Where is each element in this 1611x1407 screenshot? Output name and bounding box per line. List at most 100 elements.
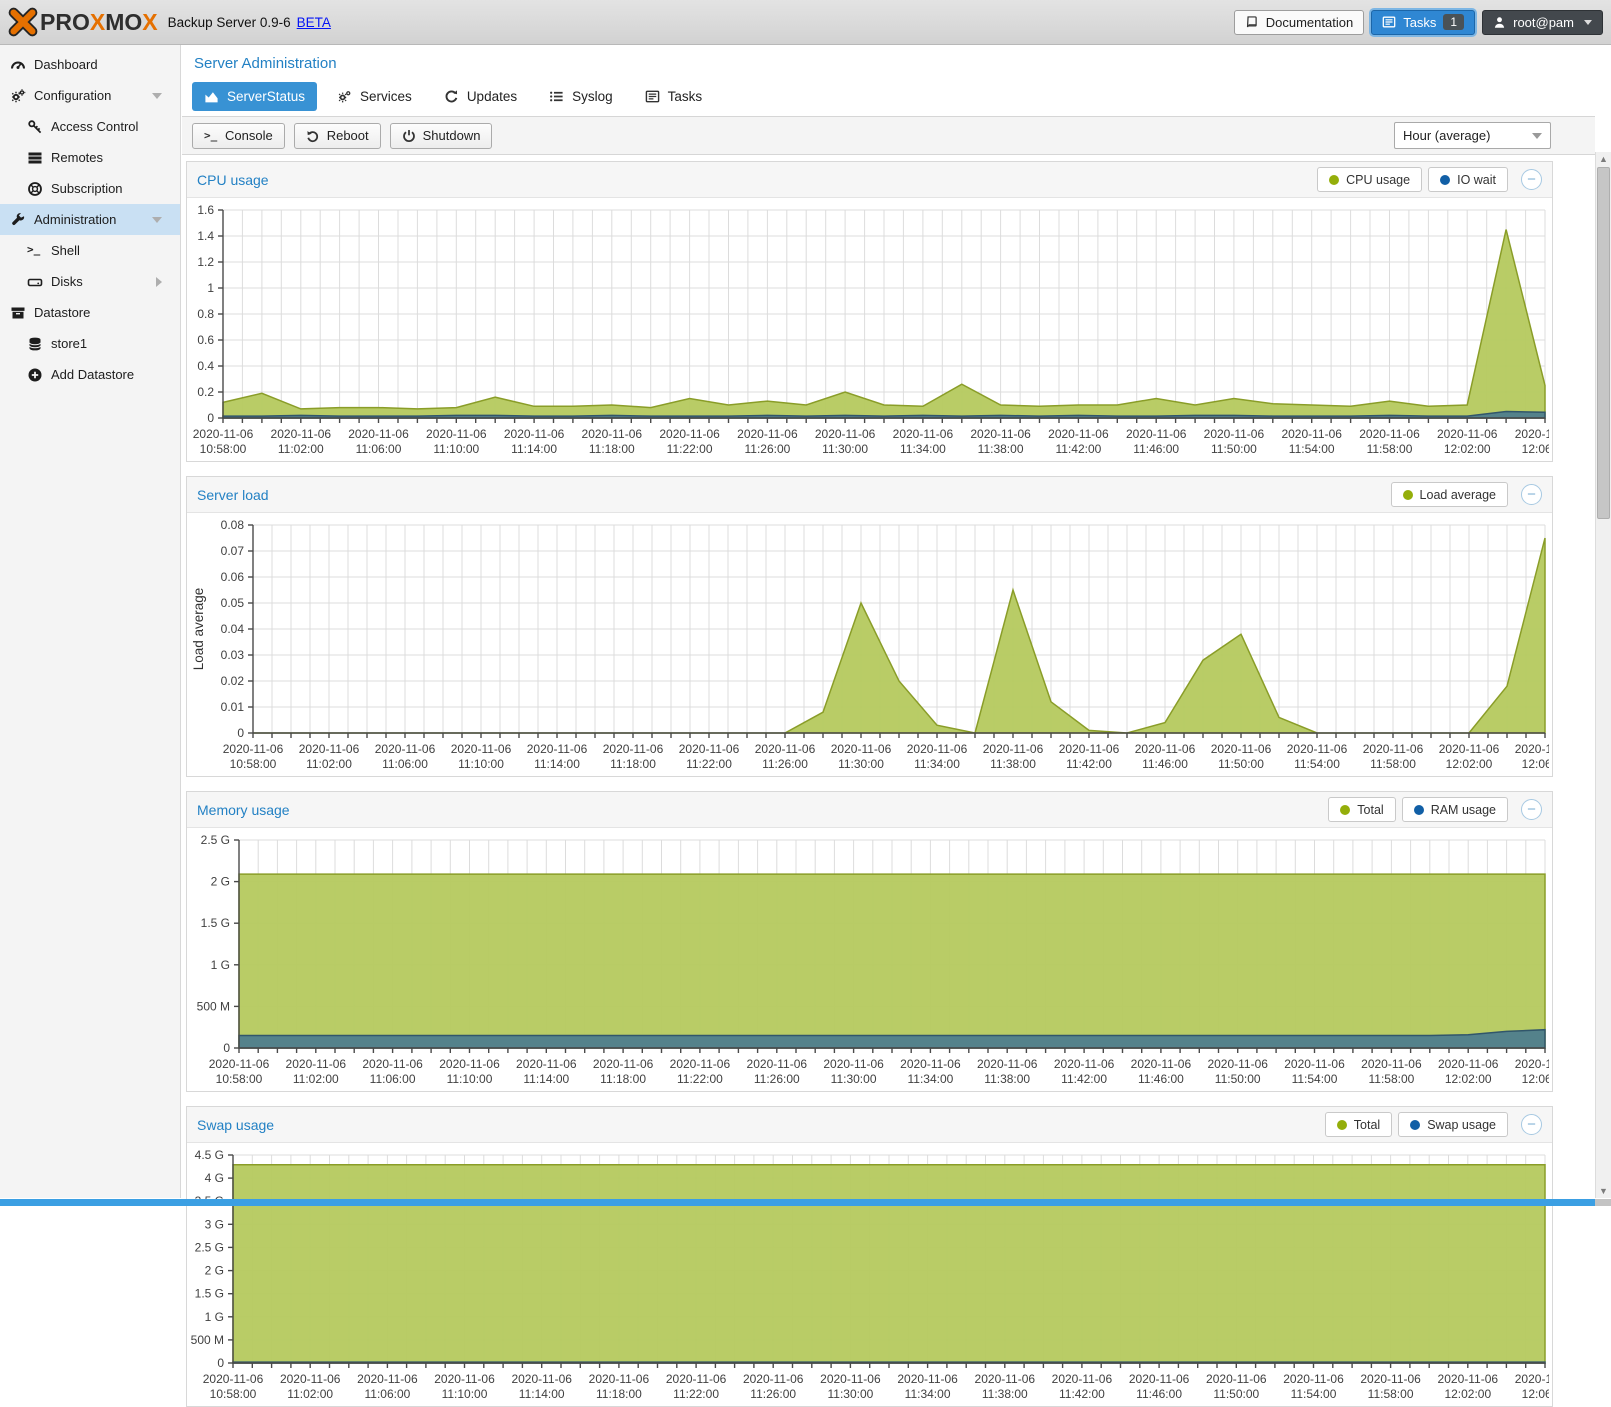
svg-text:11:42:00: 11:42:00 [1061,1072,1107,1086]
collapse-chart-button[interactable]: − [1521,1114,1542,1135]
legend-item-total: Total [1328,797,1395,822]
svg-text:11:06:00: 11:06:00 [370,1072,416,1086]
sidebar-item-label: Shell [51,243,80,258]
svg-text:2020-11-06: 2020-11-06 [439,1057,500,1071]
svg-text:2020-11-06: 2020-11-06 [603,742,664,756]
svg-text:11:10:00: 11:10:00 [458,757,504,771]
svg-text:0.4: 0.4 [197,359,214,373]
collapse-chart-button[interactable]: − [1521,169,1542,190]
svg-text:2020-11-06: 2020-11-06 [977,1057,1038,1071]
reboot-button[interactable]: Reboot [294,123,381,149]
tasks-label: Tasks [1403,15,1436,30]
svg-text:2020-11-06: 2020-11-06 [375,742,436,756]
legend-dot-green [1329,175,1339,185]
scroll-up-arrow-icon[interactable]: ▲ [1596,154,1611,164]
svg-text:2.5 G: 2.5 G [201,833,230,847]
svg-text:11:18:00: 11:18:00 [600,1072,646,1086]
vertical-scrollbar[interactable]: ▲ ▼ [1595,152,1611,1198]
tasks-button[interactable]: Tasks 1 [1371,10,1475,35]
scrollbar-thumb[interactable] [1597,167,1610,519]
svg-text:10:58:00: 10:58:00 [200,442,247,456]
collapse-chart-button[interactable]: − [1521,484,1542,505]
archive-box-icon [10,305,26,321]
sidebar-item-label: Administration [34,212,116,227]
svg-text:2020-11-06: 2020-11-06 [193,427,254,441]
collapse-arrow-icon[interactable] [152,93,162,99]
svg-text:0.6: 0.6 [197,333,214,347]
svg-text:11:18:00: 11:18:00 [610,757,656,771]
svg-text:11:46:00: 11:46:00 [1142,757,1188,771]
scroll-down-arrow-icon[interactable]: ▼ [1596,1186,1611,1196]
svg-text:2020-11-06: 2020-11-06 [1206,1372,1267,1386]
expand-arrow-icon[interactable] [156,277,162,287]
tab-updates[interactable]: Updates [432,82,529,111]
terminal-icon: >_ [204,129,218,143]
svg-text:11:06:00: 11:06:00 [382,757,428,771]
svg-text:11:06:00: 11:06:00 [364,1387,410,1401]
svg-text:11:54:00: 11:54:00 [1294,757,1340,771]
svg-text:4 G: 4 G [205,1171,224,1185]
collapse-chart-button[interactable]: − [1521,799,1542,820]
scrollbar-corner [1595,1199,1611,1206]
sidebar-item-label: Configuration [34,88,111,103]
sidebar: Dashboard Configuration Access Control R… [0,45,181,1198]
sidebar-item-dashboard[interactable]: Dashboard [0,49,180,80]
product-subtitle: Backup Server 0.9-6 [168,15,291,30]
sidebar-item-disks[interactable]: Disks [0,266,180,297]
bottom-edge-strip [0,1199,1595,1206]
svg-text:12:06:00: 12:06:00 [1522,757,1549,771]
collapse-arrow-icon[interactable] [152,217,162,223]
shutdown-button[interactable]: Shutdown [390,123,493,149]
svg-text:0: 0 [237,726,244,740]
tab-label: ServerStatus [227,89,305,104]
svg-text:11:30:00: 11:30:00 [831,1072,877,1086]
svg-text:2020-11-06: 2020-11-06 [820,1372,881,1386]
svg-text:2020-11-06: 2020-11-06 [1211,742,1272,756]
svg-text:0.04: 0.04 [221,622,245,636]
tab-serverstatus[interactable]: ServerStatus [192,82,317,111]
sidebar-item-label: Subscription [51,181,123,196]
sidebar-item-access-control[interactable]: Access Control [0,111,180,142]
console-button[interactable]: >_ Console [192,123,285,149]
sidebar-item-label: Access Control [51,119,138,134]
svg-text:11:58:00: 11:58:00 [1368,1387,1414,1401]
svg-text:11:14:00: 11:14:00 [511,442,557,456]
tab-label: Syslog [572,89,613,104]
sidebar-item-administration[interactable]: Administration [0,204,180,235]
tab-syslog[interactable]: Syslog [537,82,625,111]
page-title: Server Administration [182,45,1595,78]
legend-dot-blue [1410,1120,1420,1130]
sidebar-item-label: store1 [51,336,87,351]
svg-text:2020-11-06: 2020-11-06 [1126,427,1187,441]
interval-select[interactable]: Hour (average) [1394,122,1551,149]
sidebar-item-configuration[interactable]: Configuration [0,80,180,111]
sidebar-item-datastore[interactable]: Datastore [0,297,180,328]
documentation-button[interactable]: Documentation [1234,10,1364,35]
svg-text:2020-11-06: 2020-11-06 [1361,1057,1422,1071]
beta-link[interactable]: BETA [297,15,331,30]
svg-text:2020-11-06: 2020-11-06 [1439,742,1500,756]
sidebar-item-shell[interactable]: >_ Shell [0,235,180,266]
svg-text:2020-11-06: 2020-11-06 [659,427,720,441]
wrench-icon [10,212,26,228]
svg-text:2020-11-06: 2020-11-06 [900,1057,961,1071]
sidebar-item-add-datastore[interactable]: Add Datastore [0,359,180,390]
sidebar-item-remotes[interactable]: Remotes [0,142,180,173]
sidebar-item-label: Dashboard [34,57,98,72]
sidebar-item-store1[interactable]: store1 [0,328,180,359]
tab-services[interactable]: Services [325,82,424,111]
tab-tasks[interactable]: Tasks [633,82,715,111]
svg-text:2020-11-06: 2020-11-06 [203,1372,264,1386]
legend-item-total: Total [1325,1112,1392,1137]
svg-text:0.05: 0.05 [221,596,245,610]
sidebar-item-subscription[interactable]: Subscription [0,173,180,204]
svg-text:11:26:00: 11:26:00 [754,1072,800,1086]
svg-text:2020-11-06: 2020-11-06 [1515,1057,1549,1071]
svg-text:2020-11-06: 2020-11-06 [983,742,1044,756]
chart-title-swap: Swap usage [197,1117,274,1133]
chart-toolbar: >_ Console Reboot Shutdown Hour (average… [182,116,1595,155]
undo-icon [306,129,320,143]
svg-text:2020-11-06: 2020-11-06 [209,1057,270,1071]
user-menu-button[interactable]: root@pam [1482,10,1603,35]
